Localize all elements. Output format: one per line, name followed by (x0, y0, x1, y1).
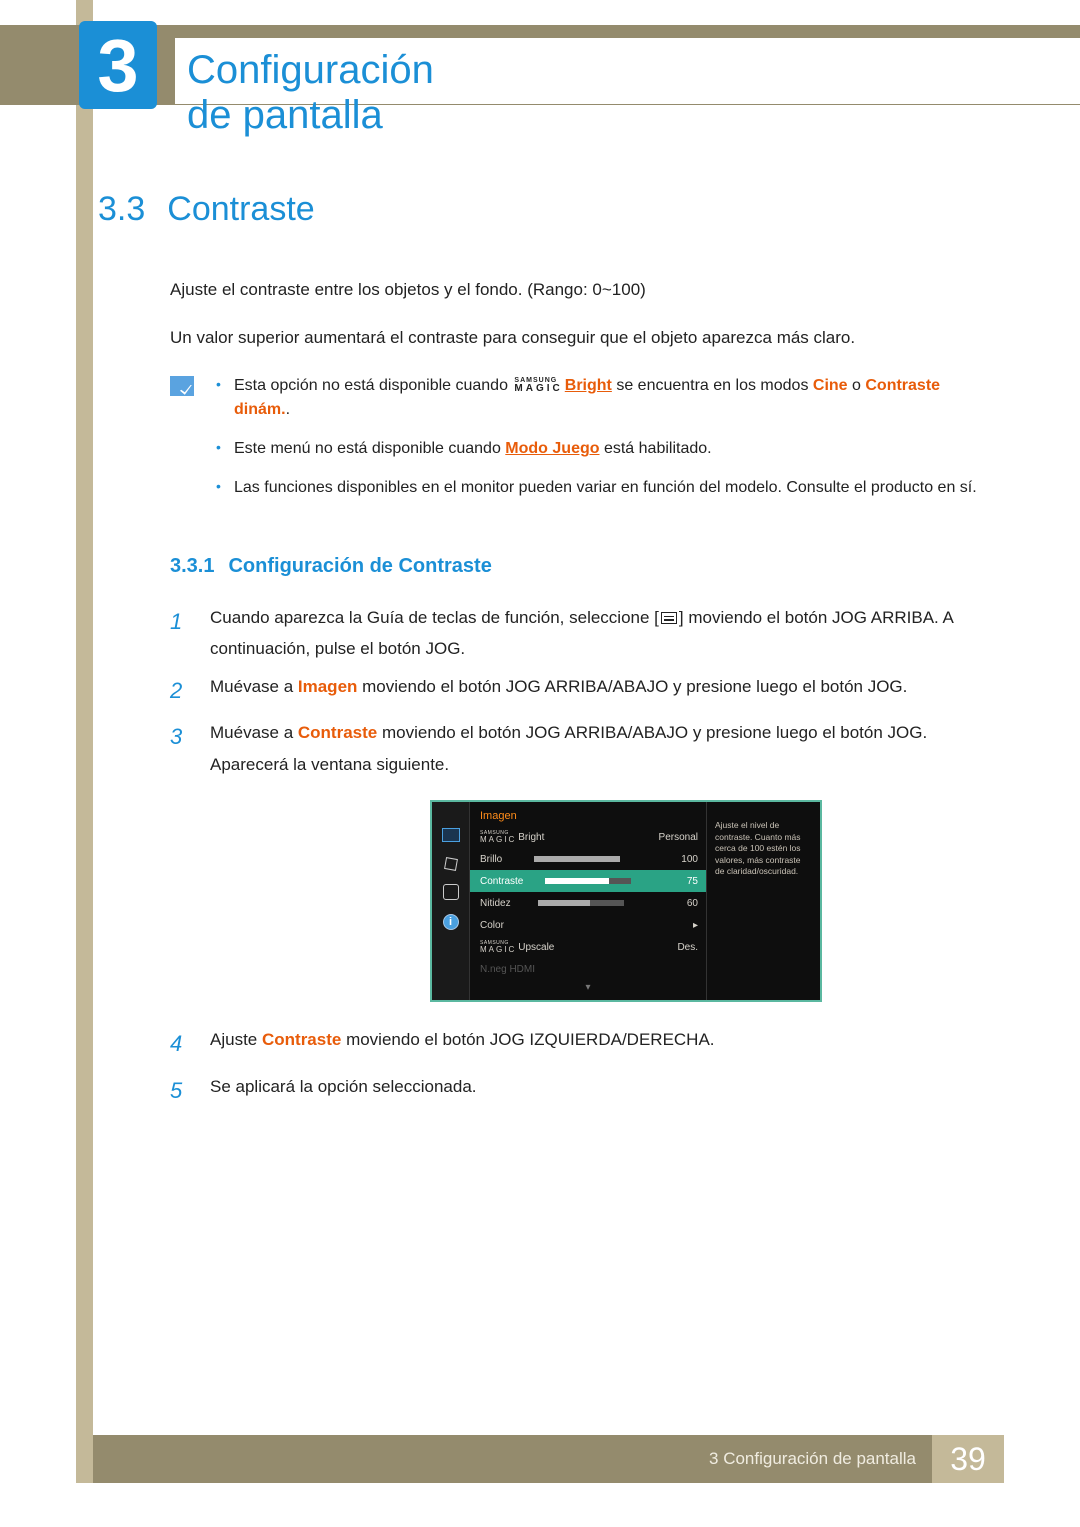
note-text: Esta opción no está disponible cuando (234, 377, 512, 394)
osd-row-nneg-hdmi: N.neg HDMI (470, 958, 706, 980)
footer-page-number: 39 (932, 1435, 1004, 1483)
steps-list: 1 Cuando aparezca la Guía de teclas de f… (170, 602, 988, 1112)
osd-screenshot: i Imagen SAMSUNGMAGICBright Personal Bri… (430, 800, 822, 1002)
osd-value: 100 (652, 854, 698, 865)
step-4: 4 Ajuste Contraste moviendo el botón JOG… (170, 1024, 988, 1065)
step-text: Muévase a (210, 677, 298, 696)
step-text: Cuando aparezca la Guía de teclas de fun… (210, 608, 659, 627)
osd-arrow-right-icon: ▸ (693, 920, 698, 931)
osd-row-brillo: Brillo 100 (470, 848, 706, 870)
section-number: 3.3 (98, 190, 145, 229)
osd-menu-title: Imagen (470, 810, 706, 826)
note-icon (170, 376, 194, 396)
note-text: está habilitado. (600, 440, 712, 457)
osd-label: N.neg HDMI (480, 964, 535, 975)
step-body: Cuando aparezca la Guía de teclas de fun… (210, 602, 988, 665)
osd-down-arrow-icon: ▾ (470, 980, 706, 993)
osd-value: Des. (652, 942, 698, 953)
osd-slider (545, 878, 631, 884)
osd-row-nitidez: Nitidez 60 (470, 892, 706, 914)
osd-label: Brillo (480, 854, 502, 865)
osd-row-color: Color ▸ (470, 914, 706, 936)
osd-description: Ajuste el nivel de contraste. Cuanto más… (706, 802, 820, 1000)
step-5: 5 Se aplicará la opción seleccionada. (170, 1071, 988, 1112)
step-text: Ajuste (210, 1030, 262, 1049)
footer-bar: 3 Configuración de pantalla 39 (76, 1435, 1004, 1483)
menu-imagen: Imagen (298, 677, 358, 696)
subsection-heading: 3.3.1 Configuración de Contraste (170, 555, 988, 578)
content-area: 3.3 Contraste Ajuste el contraste entre … (98, 190, 988, 1118)
note-text: o (848, 377, 866, 394)
note-item-3: Las funciones disponibles en el monitor … (212, 476, 988, 501)
chapter-number-box: 3 (79, 21, 157, 109)
osd-label: Nitidez (480, 898, 511, 909)
note-list: Esta opción no está disponible cuando SA… (212, 374, 988, 515)
osd-row-contraste-selected: Contraste 75 (470, 870, 706, 892)
chapter-title: Configuración de pantalla (175, 38, 1080, 104)
step-body: Se aplicará la opción seleccionada. (210, 1071, 988, 1112)
osd-label: Contraste (480, 876, 523, 887)
intro-paragraph-1: Ajuste el contraste entre los objetos y … (170, 277, 988, 303)
note-text: . (286, 401, 290, 418)
menu-contraste: Contraste (262, 1030, 341, 1049)
osd-monitor-icon (442, 828, 460, 842)
osd-label: Color (480, 920, 504, 931)
menu-icon (661, 612, 677, 624)
osd-value: 60 (652, 898, 698, 909)
osd-slider (534, 856, 620, 862)
section-heading: 3.3 Contraste (98, 190, 988, 229)
footer-text: 3 Configuración de pantalla (709, 1449, 916, 1469)
mode-cine: Cine (813, 377, 848, 394)
osd-menu: Imagen SAMSUNGMAGICBright Personal Brill… (470, 802, 706, 1000)
osd-label: Bright (518, 832, 544, 843)
magic-bright-label: Bright (565, 377, 612, 394)
osd-label: Upscale (518, 942, 554, 953)
osd-gear-icon (443, 884, 459, 900)
step-body: Muévase a Contraste moviendo el botón JO… (210, 717, 988, 780)
step-number: 3 (170, 717, 186, 780)
osd-row-magicbright: SAMSUNGMAGICBright Personal (470, 826, 706, 848)
section-title: Contraste (167, 190, 314, 229)
step-number: 2 (170, 671, 186, 712)
note-item-1: Esta opción no está disponible cuando SA… (212, 374, 988, 424)
step-number: 1 (170, 602, 186, 665)
step-text: moviendo el botón JOG ARRIBA/ABAJO y pre… (357, 677, 907, 696)
subsection-title: Configuración de Contraste (228, 555, 491, 578)
osd-main: Imagen SAMSUNGMAGICBright Personal Brill… (470, 802, 820, 1000)
osd-nav-icon (442, 856, 460, 870)
note-text: Este menú no está disponible cuando (234, 440, 505, 457)
osd-slider (538, 900, 624, 906)
step-1: 1 Cuando aparezca la Guía de teclas de f… (170, 602, 988, 665)
osd-info-icon: i (443, 914, 459, 930)
step-body: Muévase a Imagen moviendo el botón JOG A… (210, 671, 988, 712)
osd-value: Personal (652, 832, 698, 843)
mode-juego: Modo Juego (505, 440, 599, 457)
step-body: Ajuste Contraste moviendo el botón JOG I… (210, 1024, 988, 1065)
menu-contraste: Contraste (298, 723, 377, 742)
step-3: 3 Muévase a Contraste moviendo el botón … (170, 717, 988, 780)
osd-value: 75 (652, 876, 698, 887)
note-item-2: Este menú no está disponible cuando Modo… (212, 437, 988, 462)
step-text: moviendo el botón JOG IZQUIERDA/DERECHA. (341, 1030, 714, 1049)
samsung-magic-label: SAMSUNGMAGIC (514, 378, 562, 393)
step-number: 5 (170, 1071, 186, 1112)
step-number: 4 (170, 1024, 186, 1065)
subsection-number: 3.3.1 (170, 555, 214, 578)
step-2: 2 Muévase a Imagen moviendo el botón JOG… (170, 671, 988, 712)
note-text: se encuentra en los modos (612, 377, 813, 394)
intro-paragraph-2: Un valor superior aumentará el contraste… (170, 325, 988, 351)
step-text: Muévase a (210, 723, 298, 742)
footer-side-stub (76, 1435, 93, 1483)
side-strip (76, 0, 93, 1435)
osd-row-magicupscale: SAMSUNGMAGICUpscale Des. (470, 936, 706, 958)
note-block: Esta opción no está disponible cuando SA… (170, 374, 988, 515)
osd-sidebar: i (432, 802, 470, 1000)
